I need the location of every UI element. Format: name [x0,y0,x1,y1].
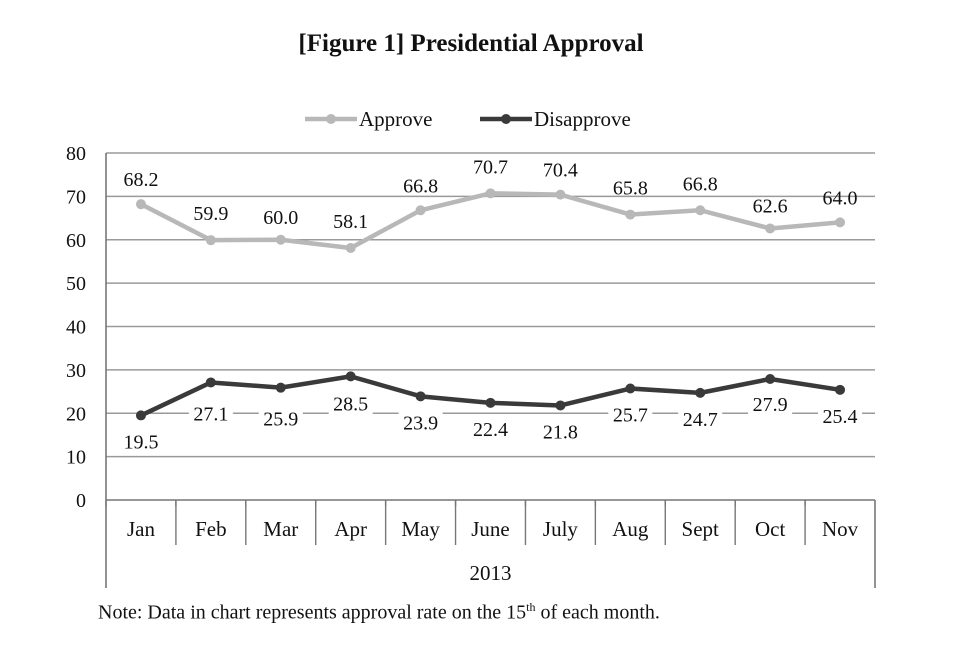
data-label-background [678,408,723,431]
x-tick-label: Mar [263,517,298,541]
legend-swatch-marker [501,114,511,124]
data-label-background [608,404,653,427]
x-axis-tick-labels: Jan Feb Mar Apr May June July Aug Sept Oct Nov 2013 [127,517,859,585]
x-tick-label: Apr [334,517,367,541]
x-tick-label: July [543,517,579,541]
x-tick-label: June [471,517,510,541]
data-point [485,188,496,199]
legend-swatch-marker [326,114,336,124]
data-label: 58.1 [333,211,368,233]
data-point [555,400,566,411]
data-label-background [748,393,793,416]
data-point [835,384,846,395]
data-label-background [538,421,583,444]
data-point [625,383,636,394]
data-label: 25.7 [613,405,648,427]
data-point [695,205,706,216]
data-point [345,371,356,382]
x-tick-label: Feb [195,517,227,541]
series-line [139,374,841,418]
data-point [415,205,426,216]
y-tick-label: 60 [66,230,86,252]
legend: Approve Disapprove [305,107,631,131]
data-point [135,410,146,421]
data-label: 59.9 [193,203,228,225]
data-label-background [118,431,163,454]
x-group-label: 2013 [470,561,512,585]
data-label: 66.8 [683,173,718,195]
data-label: 24.7 [683,409,718,431]
data-label-background [398,412,443,435]
y-tick-label: 50 [66,273,86,295]
data-label: 66.8 [403,175,438,197]
data-point [765,373,776,384]
y-tick-label: 30 [66,360,86,382]
data-label: 65.8 [613,178,648,200]
x-tick-label: Oct [755,517,785,541]
y-axis-tick-labels: 0 10 20 30 40 50 60 70 80 [66,143,86,512]
axes [105,153,876,588]
data-label-background [818,405,863,428]
x-tick-label: May [401,517,440,541]
data-point [345,242,356,253]
note-prefix: Note: Data in chart represents approval … [98,601,527,624]
x-tick-label: Aug [612,517,649,541]
data-label: 21.8 [543,421,578,443]
series-layer: 68.2 59.9 60.0 58.1 66.8 70.7 70.4 65.8 66.8 62.6… [118,156,863,454]
y-tick-label: 40 [66,317,86,339]
legend-label: Approve [359,107,432,131]
data-label-background [258,408,303,431]
data-label: 68.2 [123,169,158,191]
data-label: 70.7 [473,156,508,178]
series-approve: 68.2 59.9 60.0 58.1 66.8 70.7 70.4 65.8 66.8 62.6… [123,156,858,253]
y-tick-label: 0 [76,490,86,512]
data-point [835,217,846,228]
data-label: 64.0 [823,187,858,209]
data-label: 27.1 [193,403,228,425]
data-label: 22.4 [473,419,508,441]
legend-item-disapprove: Disapprove [480,107,631,131]
data-point [205,377,216,388]
gridlines [106,152,875,458]
data-label: 28.5 [333,393,368,415]
data-label: 70.4 [543,160,578,182]
data-point [275,234,286,245]
data-label: 19.5 [123,431,158,453]
data-point [485,397,496,408]
data-label-background [468,418,513,441]
data-label: 25.4 [823,406,858,428]
data-label: 25.9 [263,409,298,431]
data-point [205,235,216,246]
x-tick-label: Nov [822,517,859,541]
y-tick-label: 20 [66,403,86,425]
data-point [275,382,286,393]
y-tick-label: 80 [66,143,86,165]
data-label-background [328,393,373,416]
data-point [765,223,776,234]
data-point [555,189,566,200]
note-superscript: th [526,600,536,614]
chart-note: Note: Data in chart represents approval … [98,600,660,625]
y-tick-label: 10 [66,447,86,469]
note-suffix: of each month. [535,601,660,624]
data-point [695,387,706,398]
legend-item-approve: Approve [305,107,432,131]
series-disapprove: 19.5 27.1 25.9 28.5 23.9 22.4 21.8 25.7 24.7 27.9… [118,371,863,454]
data-point [415,391,426,402]
data-label: 27.9 [753,394,788,416]
data-point [135,199,146,210]
x-tick-label: Jan [127,517,155,541]
data-label: 62.6 [753,195,788,217]
x-tick-label: Sept [682,517,720,541]
y-tick-label: 70 [66,186,86,208]
data-point [625,209,636,220]
data-label: 23.9 [403,412,438,434]
chart-title: [Figure 1] Presidential Approval [298,30,644,57]
data-label-background [188,403,233,426]
data-label: 60.0 [263,207,298,229]
legend-label: Disapprove [534,107,631,131]
line-chart: 0 10 20 30 40 50 60 70 80 Jan Feb Mar Apr May June Jul… [66,107,876,588]
